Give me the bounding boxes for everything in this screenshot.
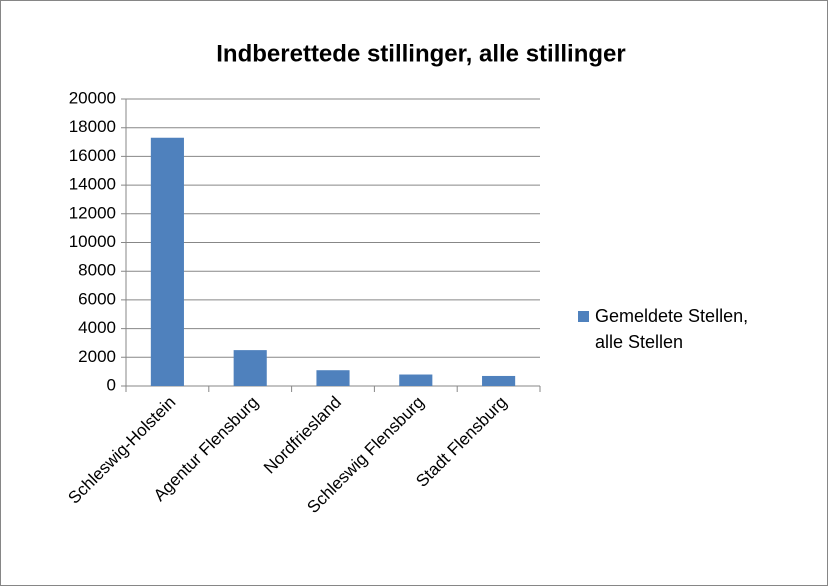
y-tick-label: 16000: [69, 146, 116, 165]
legend: Gemeldete Stellen, alle Stellen: [578, 303, 778, 355]
y-tick-label: 4000: [78, 318, 116, 337]
bar: [316, 370, 350, 386]
y-tick-label: 10000: [69, 232, 116, 251]
chart-title: Indberettede stillinger, alle stillinger: [216, 40, 625, 67]
y-tick-label: 20000: [69, 88, 116, 107]
bar: [150, 137, 184, 386]
legend-label: Gemeldete Stellen, alle Stellen: [595, 306, 749, 352]
y-tick-label: 0: [107, 375, 116, 394]
legend-swatch: [578, 311, 589, 322]
y-tick-label: 18000: [69, 117, 116, 136]
bar: [399, 374, 433, 386]
y-tick-label: 8000: [78, 261, 116, 280]
y-tick-label: 2000: [78, 347, 116, 366]
y-tick-label: 6000: [78, 289, 116, 308]
y-tick-label: 14000: [69, 175, 116, 194]
bar: [482, 375, 516, 386]
y-tick-label: 12000: [69, 203, 116, 222]
bar: [233, 350, 267, 386]
